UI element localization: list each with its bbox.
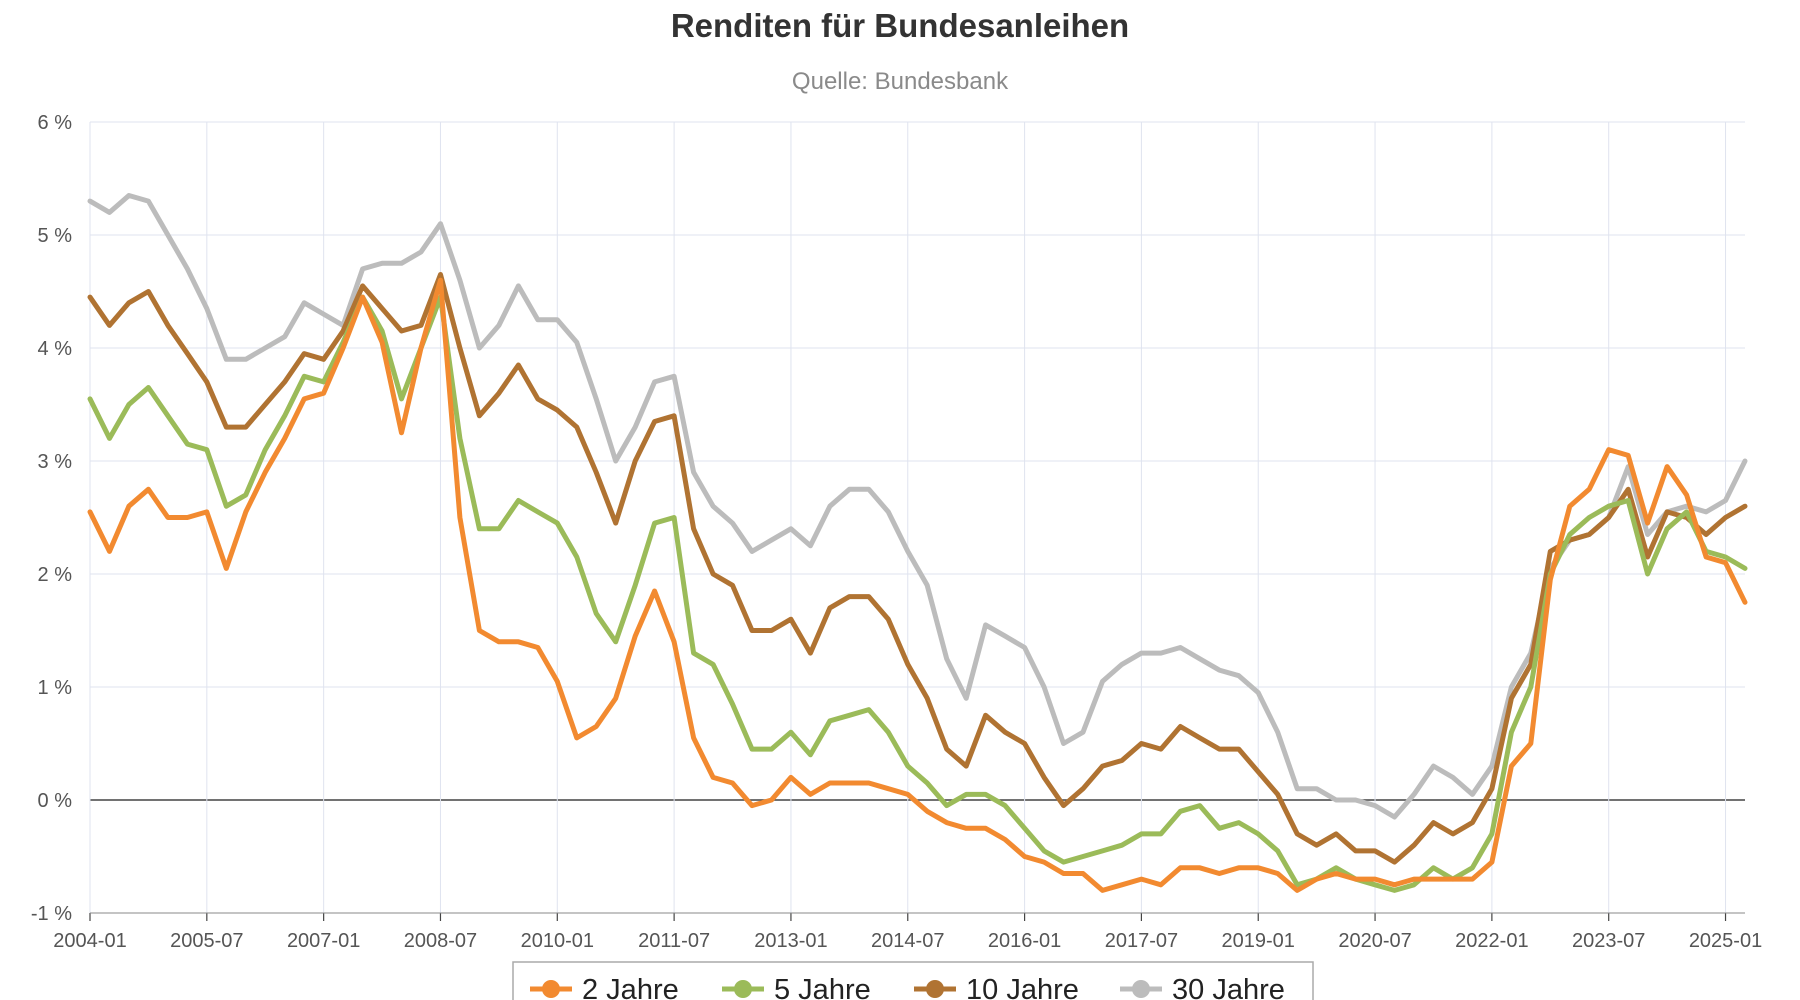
x-tick-label: 2010-01	[521, 930, 594, 952]
legend-box	[512, 961, 1314, 1000]
series-line-10-jahre	[87, 272, 1748, 865]
grid	[89, 121, 1745, 921]
legend-marker-icon	[542, 980, 560, 998]
series-line-30-jahre	[87, 193, 1748, 820]
legend-label: 5 Jahre	[774, 974, 871, 1000]
y-tick-label: 4 %	[38, 338, 73, 360]
legend-label: 10 Jahre	[966, 974, 1079, 1000]
x-tick-label: 2004-01	[53, 930, 126, 952]
y-tick-label: 5 %	[38, 225, 73, 247]
legend-item-30-jahre[interactable]: 30 Jahre	[1120, 974, 1285, 1000]
legend-marker-icon	[734, 980, 752, 998]
x-tick-label: 2019-01	[1222, 930, 1295, 952]
x-tick-label: 2007-01	[287, 930, 360, 952]
y-tick-label: -1 %	[31, 903, 72, 925]
legend-item-5-jahre[interactable]: 5 Jahre	[722, 974, 871, 1000]
y-tick-label: 1 %	[38, 677, 73, 699]
x-tick-label: 2020-07	[1338, 930, 1411, 952]
legend-label: 30 Jahre	[1172, 974, 1285, 1000]
y-tick-label: 6 %	[38, 112, 73, 134]
chart-title: Renditen für Bundesanleihen	[671, 7, 1129, 44]
x-tick-label: 2011-07	[638, 930, 710, 952]
series-line-2-jahre	[87, 277, 1748, 893]
x-axis-ticks: 2004-01 2005-07 2007-01 2008-07 2010-01 2011-…	[53, 930, 1762, 952]
legend-item-2-jahre[interactable]: 2 Jahre	[530, 974, 679, 1000]
y-axis-ticks: -1 % 0 % 1 % 2 % 3 % 4 % 5 % 6 %	[31, 112, 72, 925]
x-tick-label: 2013-01	[754, 930, 827, 952]
x-tick-label: 2014-07	[871, 930, 944, 952]
x-tick-label: 2017-07	[1105, 930, 1178, 952]
x-tick-label: 2008-07	[404, 930, 477, 952]
y-tick-label: 0 %	[38, 790, 73, 812]
y-tick-label: 3 %	[38, 451, 73, 473]
x-tick-label: 2025-01	[1689, 930, 1762, 952]
x-tick-label: 2023-07	[1572, 930, 1645, 952]
x-tick-label: 2005-07	[170, 930, 243, 952]
legend-item-10-jahre[interactable]: 10 Jahre	[914, 974, 1079, 1000]
legend[interactable]: 2 Jahre 5 Jahre 10 Jahre 30 Jahre	[512, 961, 1314, 1000]
series-lines	[87, 193, 1748, 893]
x-tick-label: 2016-01	[988, 930, 1061, 952]
legend-marker-icon	[926, 980, 944, 998]
x-tick-label: 2022-01	[1455, 930, 1528, 952]
chart-subtitle: Quelle: Bundesbank	[792, 68, 1009, 95]
legend-label: 2 Jahre	[582, 974, 679, 1000]
legend-marker-icon	[1132, 980, 1150, 998]
y-tick-label: 2 %	[38, 564, 73, 586]
